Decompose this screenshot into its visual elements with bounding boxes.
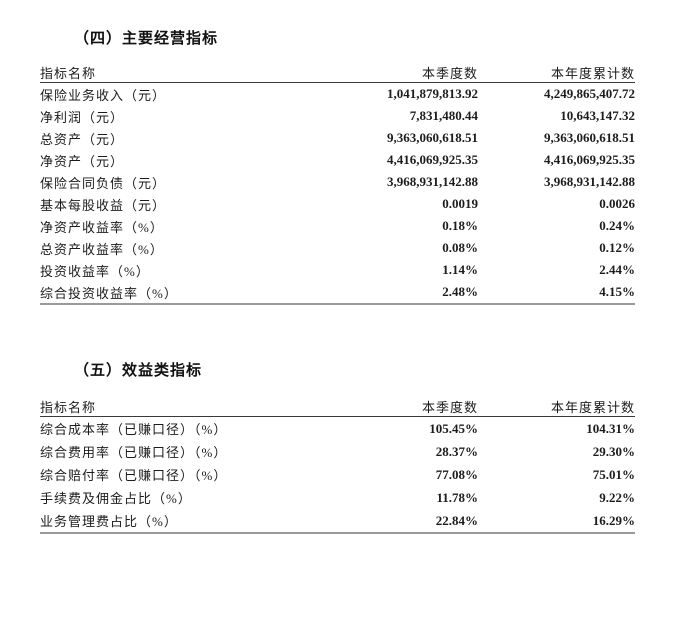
table-row: 综合投资收益率（%） 2.48% 4.15% (40, 281, 635, 304)
quarter-value: 1.14% (442, 262, 478, 277)
quarter-value: 3,968,931,142.88 (387, 174, 478, 189)
table-row: 净资产（元） 4,416,069,925.35 4,416,069,925.35 (40, 149, 635, 171)
efficiency-indicators-table: 指标名称 本季度数 本年度累计数 综合成本率（已赚口径）（%） 105.45% 10… (40, 396, 635, 534)
quarter-value: 11.78% (436, 489, 478, 505)
quarter-value: 22.84% (435, 512, 478, 528)
table-row: 手续费及佣金占比（%） 11.78% 9.22% (40, 486, 635, 509)
table-header-row: 指标名称 本季度数 本年度累计数 (40, 396, 635, 417)
table-row: 净利润（元） 7,831,480.44 10,643,147.32 (40, 105, 635, 127)
ytd-value: 2.44% (599, 262, 635, 277)
section-main-operating-indicators: （四）主要经营指标 指标名称 本季度数 本年度累计数 保险业务收入（元） 1,04… (0, 30, 680, 305)
table-row: 净资产收益率（%） 0.18% 0.24% (40, 215, 635, 237)
section-title-efficiency-indicators: （五）效益类指标 (74, 362, 203, 379)
indicator-name: 基本每股收益（元） (40, 197, 167, 213)
table-row: 业务管理费占比（%） 22.84% 16.29% (40, 509, 635, 533)
indicator-name: 保险业务收入（元） (40, 87, 167, 103)
table-row: 保险合同负债（元） 3,968,931,142.88 3,968,931,142.8… (40, 171, 635, 193)
table-row: 综合赔付率（已赚口径）（%） 77.08% 75.01% (40, 463, 635, 486)
ytd-value: 3,968,931,142.88 (544, 174, 635, 189)
ytd-value: 0.24% (599, 218, 635, 233)
indicator-name: 保险合同负债（元） (40, 175, 167, 191)
main-operating-indicators-table: 指标名称 本季度数 本年度累计数 保险业务收入（元） 1,041,879,813.… (40, 62, 635, 305)
ytd-value: 0.12% (599, 240, 635, 255)
ytd-value: 104.31% (586, 420, 635, 436)
column-header-quarter-value: 本季度数 (340, 396, 478, 417)
quarter-value: 1,041,879,813.92 (387, 86, 478, 101)
column-header-indicator-name: 指标名称 (40, 62, 340, 83)
quarter-value: 105.45% (429, 420, 478, 436)
table-row: 综合费用率（已赚口径）（%） 28.37% 29.30% (40, 440, 635, 463)
table-row: 总资产（元） 9,363,060,618.51 9,363,060,618.51 (40, 127, 635, 149)
column-header-indicator-name: 指标名称 (40, 396, 340, 417)
indicator-name: 手续费及佣金占比（%） (40, 491, 192, 506)
table-row: 基本每股收益（元） 0.0019 0.0026 (40, 193, 635, 215)
indicator-name: 综合费用率（已赚口径）（%） (40, 445, 228, 460)
quarter-value: 77.08% (435, 466, 478, 482)
ytd-value: 10,643,147.32 (560, 108, 635, 123)
indicator-name: 综合赔付率（已赚口径）（%） (40, 468, 228, 483)
indicator-name: 净资产收益率（%） (40, 219, 164, 235)
indicator-name: 综合投资收益率（%） (40, 285, 178, 301)
ytd-value: 4,416,069,925.35 (544, 152, 635, 167)
indicator-name: 综合成本率（已赚口径）（%） (40, 422, 228, 437)
ytd-value: 4,249,865,407.72 (544, 86, 635, 101)
quarter-value: 9,363,060,618.51 (387, 130, 478, 145)
column-header-ytd-value: 本年度累计数 (478, 62, 635, 83)
table-header-row: 指标名称 本季度数 本年度累计数 (40, 62, 635, 83)
section-title-main-operating-indicators: （四）主要经营指标 (74, 30, 219, 47)
indicator-name: 业务管理费占比（%） (40, 514, 178, 529)
ytd-value: 75.01% (592, 466, 635, 482)
quarter-value: 0.0019 (442, 196, 478, 211)
report-page: （四）主要经营指标 指标名称 本季度数 本年度累计数 保险业务收入（元） 1,04… (0, 30, 680, 619)
quarter-value: 0.18% (442, 218, 478, 233)
ytd-value: 29.30% (592, 443, 635, 459)
table-row: 保险业务收入（元） 1,041,879,813.92 4,249,865,407.7… (40, 83, 635, 106)
column-header-ytd-value: 本年度累计数 (478, 396, 635, 417)
quarter-value: 2.48% (442, 284, 478, 299)
indicator-name: 投资收益率（%） (40, 263, 150, 279)
ytd-value: 0.0026 (599, 196, 635, 211)
table-body: 综合成本率（已赚口径）（%） 105.45% 104.31% 综合费用率（已赚口径）（… (40, 417, 635, 533)
table-row: 综合成本率（已赚口径）（%） 105.45% 104.31% (40, 417, 635, 441)
table-row: 投资收益率（%） 1.14% 2.44% (40, 259, 635, 281)
quarter-value: 0.08% (442, 240, 478, 255)
column-header-quarter-value: 本季度数 (340, 62, 478, 83)
ytd-value: 16.29% (592, 512, 635, 528)
quarter-value: 7,831,480.44 (409, 108, 478, 123)
section-efficiency-indicators: （五）效益类指标 指标名称 本季度数 本年度累计数 综合成本率（已赚口径）（%）… (0, 362, 680, 534)
ytd-value: 9.22% (599, 489, 635, 505)
quarter-value: 28.37% (435, 443, 478, 459)
indicator-name: 总资产收益率（%） (40, 241, 164, 257)
ytd-value: 9,363,060,618.51 (544, 130, 635, 145)
table-row: 总资产收益率（%） 0.08% 0.12% (40, 237, 635, 259)
indicator-name: 净利润（元） (40, 109, 125, 125)
quarter-value: 4,416,069,925.35 (387, 152, 478, 167)
indicator-name: 总资产（元） (40, 131, 125, 147)
table-body: 保险业务收入（元） 1,041,879,813.92 4,249,865,407.7… (40, 83, 635, 304)
ytd-value: 4.15% (599, 284, 635, 299)
indicator-name: 净资产（元） (40, 153, 125, 169)
